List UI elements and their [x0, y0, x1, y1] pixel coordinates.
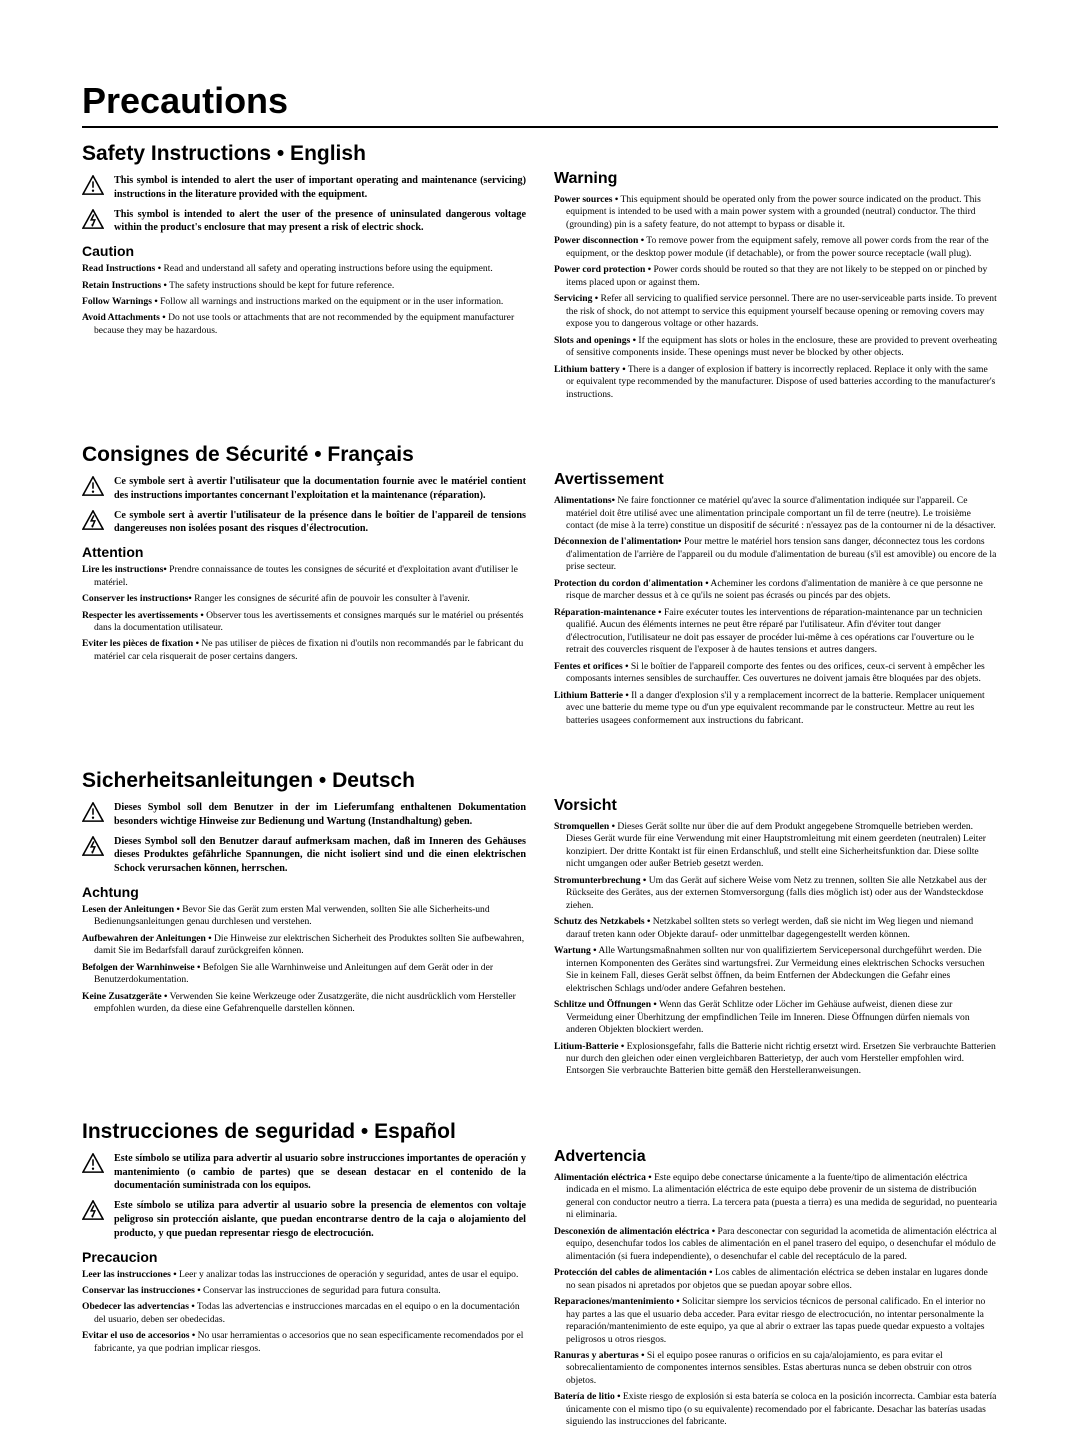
symbol-text: Ce symbole sert à avertir l'utilisateur … [114, 509, 526, 537]
language-heading: Instrucciones de seguridad • Español [82, 1120, 526, 1144]
caution-item: Respecter les avertissements • Observer … [82, 610, 526, 635]
warning-icon [82, 475, 104, 501]
warning-item: Slots and openings • If the equipment ha… [554, 335, 998, 360]
warning-item: Desconexión de alimentación eléctrica • … [554, 1226, 998, 1263]
symbol-text: Este símbolo se utiliza para advertir al… [114, 1152, 526, 1193]
warning-item: Schlitze und Öffnungen • Wenn das Gerät … [554, 999, 998, 1036]
warning-item: Batería de litio • Existe riesgo de expl… [554, 1391, 998, 1428]
symbol-text: This symbol is intended to alert the use… [114, 208, 526, 236]
warning-item: Power disconnection • To remove power fr… [554, 235, 998, 260]
language-section: Consignes de Sécurité • Français Ce symbo… [82, 443, 998, 731]
shock-icon [82, 509, 104, 535]
caution-heading: Caution [82, 243, 526, 259]
symbol-row: Dieses Symbol soll den Benutzer darauf a… [82, 835, 526, 876]
warning-item: Reparaciones/mantenimiento • Solicitar s… [554, 1296, 998, 1346]
title-rule [82, 126, 998, 128]
caution-heading: Attention [82, 544, 526, 560]
warning-item: Alimentación eléctrica • Este equipo deb… [554, 1172, 998, 1222]
caution-item: Evitar el uso de accesorios • No usar he… [82, 1330, 526, 1355]
warning-heading: Advertencia [554, 1148, 998, 1166]
language-heading: Sicherheitsanleitungen • Deutsch [82, 769, 526, 793]
warning-icon [82, 1152, 104, 1178]
language-heading: Consignes de Sécurité • Français [82, 443, 526, 467]
caution-item: Keine Zusatzgeräte • Verwenden Sie keine… [82, 991, 526, 1016]
caution-heading: Precaucion [82, 1249, 526, 1265]
caution-item: Eviter les pièces de fixation • Ne pas u… [82, 638, 526, 663]
caution-item: Read Instructions • Read and understand … [82, 263, 526, 275]
caution-item: Conservar las instrucciones • Conservar … [82, 1285, 526, 1297]
caution-heading: Achtung [82, 884, 526, 900]
caution-item: Conserver les instructions• Ranger les c… [82, 593, 526, 605]
warning-item: Protection du cordon d'alimentation • Ac… [554, 578, 998, 603]
caution-item: Avoid Attachments • Do not use tools or … [82, 312, 526, 337]
shock-icon [82, 208, 104, 234]
warning-item: Stromunterbrechung • Um das Gerät auf si… [554, 875, 998, 912]
warning-heading: Warning [554, 170, 998, 188]
warning-item: Ranuras y aberturas • Si el equipo posee… [554, 1350, 998, 1387]
warning-item: Power sources • This equipment should be… [554, 194, 998, 231]
symbol-row: This symbol is intended to alert the use… [82, 208, 526, 236]
language-section: Sicherheitsanleitungen • Deutsch Dieses S… [82, 769, 998, 1082]
warning-heading: Vorsicht [554, 797, 998, 815]
warning-item: Déconnexion de l'alimentation• Pour mett… [554, 536, 998, 573]
warning-icon [82, 174, 104, 200]
warning-item: Stromquellen • Dieses Gerät sollte nur ü… [554, 821, 998, 871]
symbol-text: Este símbolo se utiliza para advertir al… [114, 1199, 526, 1240]
symbol-row: Dieses Symbol soll dem Benutzer in der i… [82, 801, 526, 829]
language-heading: Safety Instructions • English [82, 142, 526, 166]
warning-item: Servicing • Refer all servicing to quali… [554, 293, 998, 330]
caution-item: Obedecer las advertencias • Todas las ad… [82, 1301, 526, 1326]
caution-item: Lesen der Anleitungen • Bevor Sie das Ge… [82, 904, 526, 929]
warning-heading: Avertissement [554, 471, 998, 489]
caution-item: Follow Warnings • Follow all warnings an… [82, 296, 526, 308]
caution-item: Retain Instructions • The safety instruc… [82, 280, 526, 292]
warning-item: Schutz des Netzkabels • Netzkabel sollte… [554, 916, 998, 941]
warning-item: Lithium battery • There is a danger of e… [554, 364, 998, 401]
warning-item: Protección del cables de alimentación • … [554, 1267, 998, 1292]
language-section: Instrucciones de seguridad • Español Este… [82, 1120, 998, 1433]
symbol-text: Ce symbole sert à avertir l'utilisateur … [114, 475, 526, 503]
symbol-text: Dieses Symbol soll den Benutzer darauf a… [114, 835, 526, 876]
language-section: Safety Instructions • English This symbol… [82, 142, 998, 405]
symbol-row: Ce symbole sert à avertir l'utilisateur … [82, 475, 526, 503]
warning-item: Power cord protection • Power cords shou… [554, 264, 998, 289]
shock-icon [82, 1199, 104, 1225]
page-title: Precautions [82, 80, 998, 122]
symbol-text: Dieses Symbol soll dem Benutzer in der i… [114, 801, 526, 829]
warning-item: Alimentations• Ne faire fonctionner ce m… [554, 495, 998, 532]
caution-item: Lire les instructions• Prendre connaissa… [82, 564, 526, 589]
warning-item: Litium-Batterie • Explosionsgefahr, fall… [554, 1041, 998, 1078]
symbol-text: This symbol is intended to alert the use… [114, 174, 526, 202]
caution-item: Leer las instrucciones • Leer y analizar… [82, 1269, 526, 1281]
warning-item: Lithium Batterie • Il a danger d'explosi… [554, 690, 998, 727]
symbol-row: Este símbolo se utiliza para advertir al… [82, 1199, 526, 1240]
warning-item: Wartung • Alle Wartungsmaßnahmen sollten… [554, 945, 998, 995]
caution-item: Aufbewahren der Anleitungen • Die Hinwei… [82, 933, 526, 958]
warning-item: Fentes et orifices • Si le boîtier de l'… [554, 661, 998, 686]
caution-item: Befolgen der Warnhinweise • Befolgen Sie… [82, 962, 526, 987]
symbol-row: Ce symbole sert à avertir l'utilisateur … [82, 509, 526, 537]
symbol-row: This symbol is intended to alert the use… [82, 174, 526, 202]
shock-icon [82, 835, 104, 861]
symbol-row: Este símbolo se utiliza para advertir al… [82, 1152, 526, 1193]
warning-item: Réparation-maintenance • Faire exécuter … [554, 607, 998, 657]
warning-icon [82, 801, 104, 827]
